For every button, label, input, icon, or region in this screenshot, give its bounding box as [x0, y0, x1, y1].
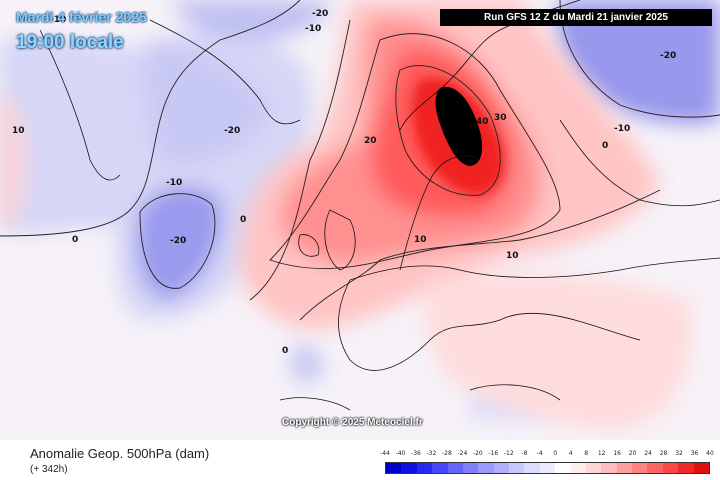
- contour-label: -20: [660, 51, 676, 61]
- legend-tick-label: 32: [675, 450, 683, 457]
- contour-label: 10: [12, 126, 25, 136]
- legend-swatch: [386, 463, 402, 473]
- positive-anomaly-areas: [0, 0, 693, 430]
- legend-swatch: [678, 463, 694, 473]
- legend-tick-label: -28: [441, 450, 452, 457]
- legend-swatch: [570, 463, 586, 473]
- legend-tick-label: -40: [395, 450, 406, 457]
- forecast-date: Mardi 4 février 2025: [16, 9, 147, 25]
- legend-tick-label: -20: [472, 450, 483, 457]
- legend-tick-label: 20: [628, 450, 637, 457]
- legend-tick-label: 4: [568, 450, 573, 457]
- legend-swatch: [524, 463, 540, 473]
- field-title: Anomalie Geop. 500hPa (dam): [30, 446, 210, 461]
- legend-swatch: [401, 463, 417, 473]
- legend-swatch: [462, 463, 479, 473]
- legend-swatch: [509, 463, 525, 473]
- contour-labels: -20 -10 10 -20 -10 0 -20 0 20 40 30 -20 …: [12, 9, 676, 356]
- contour-label: 40: [476, 117, 489, 127]
- legend-tick-label: 8: [584, 450, 589, 457]
- legend-tick-label: 0: [553, 450, 558, 457]
- legend-tick-label: 24: [644, 450, 652, 457]
- legend-tick-label: -16: [488, 450, 499, 457]
- legend-swatch: [416, 463, 433, 473]
- legend-swatch: [432, 463, 448, 473]
- legend-tick-label: -4: [536, 450, 543, 457]
- color-legend: -44 -40 -36 -32 -28 -24 -20 -16 -12 -8 -4 0 4 8 12 16 20…: [380, 450, 714, 474]
- contour-label: 0: [602, 141, 608, 151]
- legend-tick-label: -24: [457, 450, 468, 457]
- legend-tick-label: -32: [426, 450, 437, 457]
- legend-swatch: [447, 463, 463, 473]
- contour-label: 0: [240, 215, 246, 225]
- contour-label: -10: [166, 178, 182, 188]
- legend-swatch: [585, 463, 602, 473]
- legend-swatch: [647, 463, 663, 473]
- contour-label: -20: [170, 236, 186, 246]
- legend-swatch: [555, 463, 571, 473]
- legend-swatch: [662, 463, 679, 473]
- legend-tick-label: 36: [690, 450, 699, 457]
- legend-tick-label: -12: [503, 450, 514, 457]
- forecast-time: 19:00 locale: [16, 32, 124, 53]
- contour-label: -10: [614, 124, 630, 134]
- contour-label: -10: [305, 24, 321, 34]
- extreme-anomaly-core: [435, 86, 483, 166]
- legend-tick-label: -8: [521, 450, 528, 457]
- legend-tick-label: -44: [380, 450, 390, 457]
- run-banner: Run GFS 12 Z du Mardi 21 janvier 2025: [440, 9, 712, 26]
- legend-swatch: [632, 463, 648, 473]
- legend-swatch: [601, 463, 617, 473]
- contour-label: 0: [282, 346, 288, 356]
- legend-color-bar: [385, 462, 710, 474]
- legend-tick-label: -36: [411, 450, 421, 457]
- legend-swatch: [478, 463, 494, 473]
- contour-label: 30: [494, 113, 507, 123]
- contour-label: 10: [506, 251, 519, 261]
- legend-tick-label: 40: [706, 450, 714, 457]
- legend-ticks: -44 -40 -36 -32 -28 -24 -20 -16 -12 -8 -4 0 4 8 12 16 20…: [380, 450, 714, 460]
- contour-label: 0: [72, 235, 78, 245]
- anomaly-map: -20 -10 10 -20 -10 0 -20 0 20 40 30 -20 …: [0, 0, 720, 440]
- contour-label: 20: [364, 136, 377, 146]
- legend-tick-label: 16: [613, 450, 621, 457]
- legend-swatch: [616, 463, 632, 473]
- legend-tick-label: 28: [659, 450, 668, 457]
- contour-label: -20: [312, 9, 328, 19]
- contour-label: -20: [224, 126, 240, 136]
- legend-swatch: [493, 463, 509, 473]
- legend-swatch: [539, 463, 556, 473]
- legend-swatch: [693, 463, 709, 473]
- lead-time: (+ 342h): [30, 464, 68, 475]
- copyright-notice: Copyright © 2025 Meteociel.fr: [282, 417, 423, 428]
- contour-label: -10: [50, 15, 66, 25]
- legend-tick-label: 12: [597, 450, 606, 457]
- contour-lines: [0, 0, 720, 321]
- contour-label: 10: [414, 235, 427, 245]
